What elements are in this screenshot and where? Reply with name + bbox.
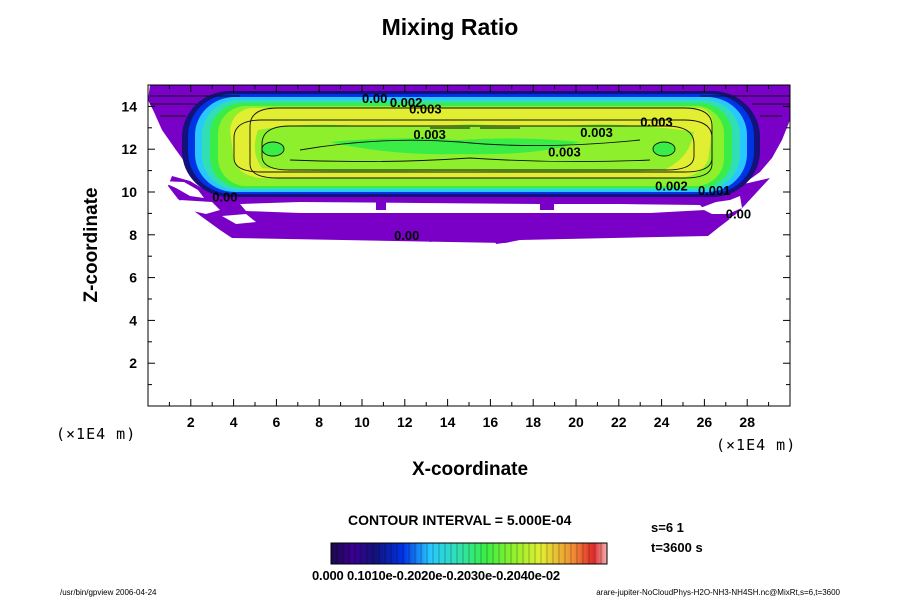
y-tick-label: 14: [121, 98, 137, 114]
t-value-label: t=3600 s: [651, 540, 703, 555]
green-inner: [330, 138, 580, 155]
contour-interval-label: CONTOUR INTERVAL = 5.000E-04: [348, 512, 572, 528]
colorbar-tick-labels: 0.000 0.1010e-0.2020e-0.2030e-0.2040e-02: [312, 568, 560, 583]
x-unit-label: (×1E4 m): [716, 436, 797, 454]
contour-label: 0.001: [698, 183, 731, 198]
lower-gap-6: [728, 210, 752, 226]
contour-label: 0.003: [548, 144, 581, 159]
x-tick-label: 6: [273, 414, 281, 430]
y-tick-label: 2: [129, 355, 137, 371]
x-tick-label: 18: [525, 414, 541, 430]
x-tick-label: 10: [354, 414, 370, 430]
contour-label: 0.00: [362, 91, 387, 106]
y-tick-label: 12: [121, 141, 137, 157]
footer-left: /usr/bin/gpview 2006-04-24: [60, 588, 157, 597]
lower-gap-1: [160, 181, 204, 198]
x-tick-label: 12: [397, 414, 413, 430]
contour-line-inner-2: [289, 157, 651, 163]
z-unit-label: (×1E4 m): [56, 425, 137, 443]
y-tick-label: 4: [129, 312, 137, 328]
contour-line-1: [249, 107, 713, 179]
contour-label: 0.003: [409, 102, 442, 117]
y-tick-label: 6: [129, 270, 137, 286]
contour-line-spot-right: [652, 141, 676, 157]
y-tick-label: 8: [129, 227, 137, 243]
contour-label: 0.003: [580, 125, 613, 140]
green-spot-left: [262, 142, 284, 156]
contour-label: 0.003: [413, 127, 446, 142]
y-axis-label: Z-coordinate: [81, 187, 102, 303]
lower-gap-3: [222, 214, 256, 224]
contour-field: [148, 85, 790, 244]
contour-label: 0.003: [640, 114, 673, 129]
green-spot-right: [653, 142, 675, 156]
y-tick-label: 10: [121, 184, 137, 200]
x-tick-label: 28: [739, 414, 755, 430]
lower-blob-2: [540, 202, 554, 210]
lower-blob-1: [376, 202, 386, 210]
x-tick-label: 16: [483, 414, 499, 430]
x-tick-label: 20: [568, 414, 584, 430]
footer-right: arare-jupiter-NoCloudPhys-H2O-NH3-NH4SH.…: [596, 588, 840, 597]
x-tick-label: 2: [187, 414, 195, 430]
contour-line-inner-1: [299, 139, 641, 151]
contour-label: 0.00: [394, 228, 419, 243]
x-axis-label: X-coordinate: [411, 459, 529, 480]
contour-label: 0.002: [390, 95, 423, 110]
lower-gap-5: [700, 196, 742, 214]
chart-title: Mixing Ratio: [381, 14, 519, 40]
x-tick-label: 8: [315, 414, 323, 430]
lower-gap-4: [240, 202, 705, 213]
contour-line-spot-left: [261, 141, 285, 157]
contour-label: 0.00: [726, 206, 751, 221]
contour-label: 0.002: [655, 179, 688, 194]
x-tick-label: 24: [654, 414, 670, 430]
contour-label: 0.00: [212, 189, 237, 204]
s-value-label: s=6 1: [651, 520, 684, 535]
x-tick-label: 14: [440, 414, 456, 430]
x-tick-label: 4: [230, 414, 238, 430]
contour-line-3: [261, 125, 695, 171]
x-tick-label: 26: [697, 414, 713, 430]
lower-gap-2: [180, 200, 220, 214]
lower-bump-2: [494, 236, 510, 244]
contour-line-2: [233, 119, 713, 173]
x-tick-label: 22: [611, 414, 627, 430]
lower-bump-1: [426, 234, 440, 242]
